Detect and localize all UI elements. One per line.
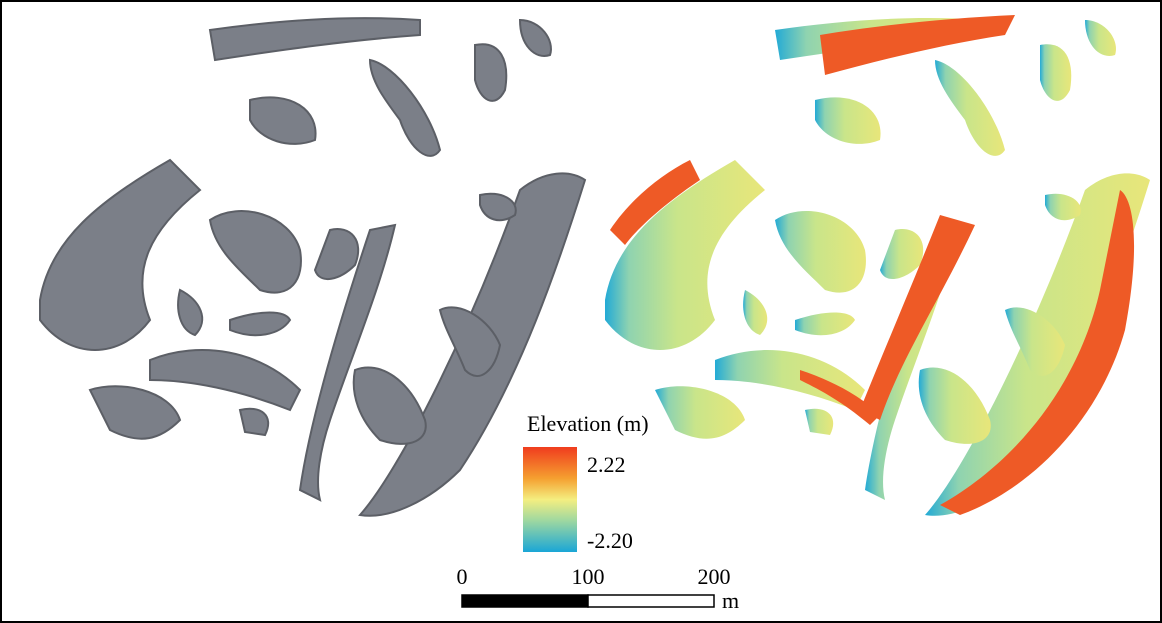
scale-segment — [588, 595, 714, 607]
scale-tick-label: 100 — [572, 564, 605, 589]
page: Elevation (m) 2.22 -2.20 0100200m (() =>… — [0, 0, 1162, 623]
orthophoto — [40, 18, 585, 516]
legend-title: Elevation (m) — [527, 411, 649, 436]
scale-tick-label: 0 — [457, 564, 468, 589]
legend-max-label: 2.22 — [587, 452, 626, 477]
legend-colorbar — [523, 447, 577, 552]
scale-unit: m — [722, 588, 739, 613]
figure: Elevation (m) 2.22 -2.20 0 100 200m — [0, 0, 1162, 623]
frame — [1, 1, 1161, 622]
scale-segment — [462, 595, 588, 607]
elevation-map — [605, 18, 1150, 516]
scale-tick-label: 200 — [698, 564, 731, 589]
legend-min-label: -2.20 — [587, 528, 633, 553]
